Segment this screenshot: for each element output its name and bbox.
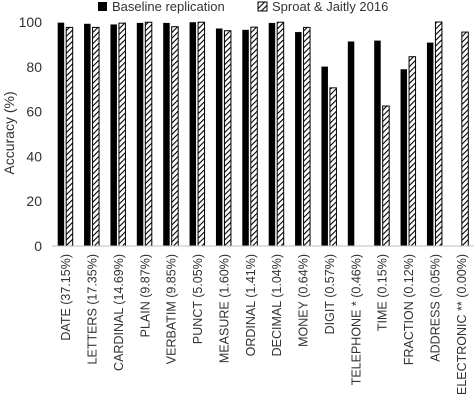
y-tick-label: 60 (26, 104, 42, 120)
bar-baseline (84, 23, 91, 246)
y-tick-label: 100 (19, 14, 43, 30)
y-axis-title: Accuracy (%) (1, 91, 17, 174)
bar-sproat (382, 105, 390, 247)
bar-sproat (303, 26, 311, 247)
bar-sproat (434, 21, 443, 247)
bar-baseline (295, 32, 302, 246)
bar-baseline (57, 22, 65, 247)
bar-baseline (268, 22, 276, 247)
legend-swatch-sproat (257, 1, 268, 12)
bar-sproat (461, 31, 469, 247)
bar-baseline (163, 22, 170, 247)
category-label: VERBATIM (9.85%) (165, 254, 179, 364)
bar-baseline (215, 28, 223, 246)
bar-baseline (321, 66, 328, 246)
y-tick-label: 80 (26, 59, 42, 75)
category-label: TELEPHONE * (0.46%) (349, 254, 363, 385)
bar-sproat (65, 26, 74, 247)
y-tick-label: 20 (26, 193, 42, 209)
bar-baseline (400, 69, 408, 246)
category-label: CARDINAL (14.69%) (112, 254, 126, 371)
bar-baseline (374, 40, 381, 247)
bar-baseline (136, 22, 144, 247)
bar-sproat (92, 26, 100, 247)
bar-sproat (408, 56, 417, 247)
category-labels: DATE (37.15%) LETTERS (17.35%) CARDINAL (1… (59, 254, 469, 395)
bar-sproat (250, 26, 258, 247)
category-label: DECIMAL (1.04%) (270, 254, 284, 356)
category-label: PUNCT (5.05%) (191, 254, 205, 344)
bars (57, 21, 469, 247)
bar-baseline (426, 42, 434, 246)
y-tick-label: 40 (26, 148, 42, 164)
legend-swatch-baseline (98, 2, 107, 11)
bar-sproat (171, 26, 179, 247)
category-label: ELECTRONIC ** (0.00%) (455, 254, 469, 395)
bar-sproat (276, 21, 285, 247)
bar-baseline (189, 22, 197, 246)
category-label: MEASURE (1.60%) (217, 254, 231, 363)
category-label: ADDRESS (0.05%) (428, 254, 442, 362)
category-label: DATE (37.15%) (59, 254, 73, 341)
y-axis-ticks: 0 20 40 60 80 100 (19, 14, 43, 254)
bar-sproat (223, 30, 232, 247)
category-label: ORDINAL (1.41%) (244, 254, 258, 356)
category-label: PLAIN (9.87%) (138, 254, 152, 337)
legend: Baseline replication Sproat & Jaitly 201… (98, 0, 388, 14)
bar-sproat (144, 21, 153, 247)
category-label: FRACTION (0.12%) (402, 254, 416, 365)
category-label: DIGIT (0.57%) (323, 254, 337, 334)
category-label: LETTERS (17.35%) (86, 254, 100, 364)
bar-sproat (329, 87, 337, 247)
bar-baseline (110, 24, 117, 247)
bar-baseline (347, 41, 355, 246)
legend-label-baseline: Baseline replication (112, 0, 225, 14)
bar-sproat (197, 21, 206, 247)
y-tick-label: 0 (34, 238, 42, 254)
legend-label-sproat: Sproat & Jaitly 2016 (272, 0, 388, 14)
bar-sproat (118, 22, 126, 247)
bar-baseline (242, 29, 249, 247)
category-label: TIME (0.15%) (376, 254, 390, 331)
category-label: MONEY (0.64%) (297, 254, 311, 347)
